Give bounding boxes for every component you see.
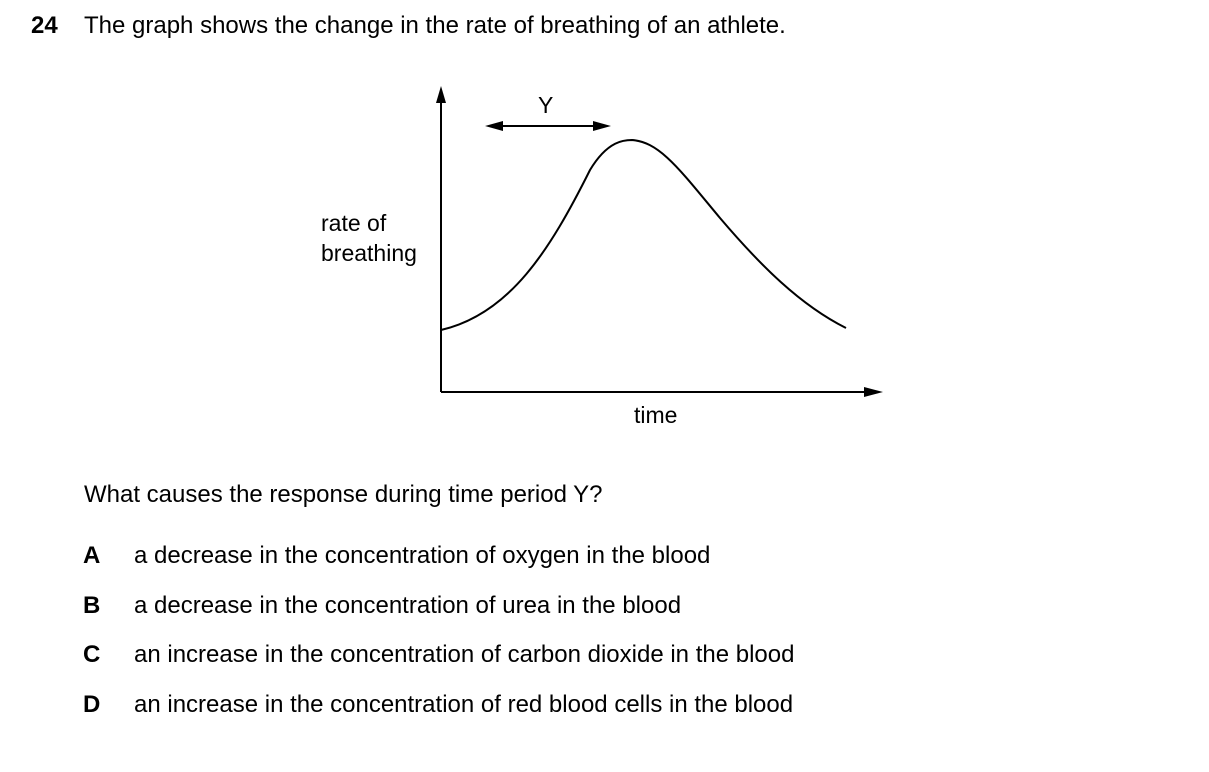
option-text: an increase in the concentration of red … (134, 691, 794, 718)
period-y-arrowhead-right (593, 121, 611, 131)
option-text: a decrease in the concentration of oxyge… (134, 542, 711, 569)
question-prompt: What causes the response during time per… (84, 481, 603, 508)
x-axis-arrowhead (864, 387, 883, 397)
period-y-label: Y (538, 92, 554, 118)
question-text: The graph shows the change in the rate o… (84, 12, 786, 39)
period-y-arrowhead-left (485, 121, 503, 131)
option-letter: B (83, 592, 101, 619)
option-letter: D (83, 691, 101, 718)
y-axis-label-line1: rate of (321, 210, 387, 236)
y-axis-label: rate of breathing (321, 208, 417, 268)
breathing-rate-curve (440, 138, 847, 331)
option-letter: A (83, 542, 101, 569)
x-axis-label: time (634, 402, 678, 428)
option-text: a decrease in the concentration of urea … (134, 592, 682, 619)
option-letter: C (83, 641, 101, 668)
question-number: 24 (31, 12, 58, 39)
y-axis-arrowhead (436, 86, 446, 103)
y-axis-label-line2: breathing (321, 240, 417, 266)
option-text: an increase in the concentration of carb… (134, 641, 795, 668)
